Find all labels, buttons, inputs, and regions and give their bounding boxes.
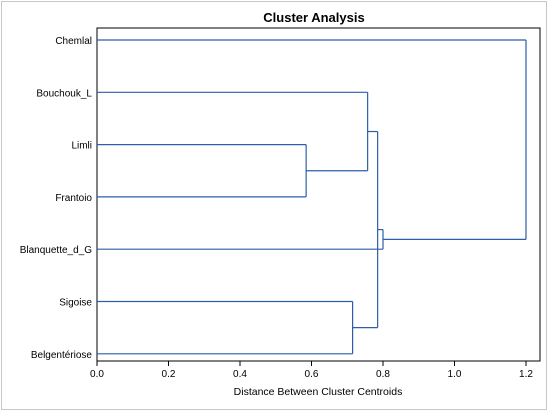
- dendrogram-links: [97, 39, 527, 355]
- x-tick-label: 0.4: [233, 369, 247, 380]
- leaf-label: Bouchouk_L: [36, 88, 92, 99]
- x-axis-label: Distance Between Cluster Centroids: [234, 386, 403, 398]
- x-axis: 0.0 0.2 0.4 0.6 0.8 1.0 1.2: [90, 361, 533, 380]
- leaf-label: Chemlal: [55, 36, 92, 47]
- x-tick-label: 0.8: [376, 369, 390, 380]
- x-tick-label: 1.2: [519, 369, 533, 380]
- leaf-labels: Chemlal Bouchouk_L Limli Frantoio Blanquette…: [20, 36, 93, 361]
- plot-area: [96, 27, 541, 362]
- x-tick-label: 0.6: [305, 369, 319, 380]
- leaf-label: Limli: [71, 141, 92, 152]
- chart-title: Cluster Analysis: [263, 10, 364, 25]
- leaf-label: Frantoio: [55, 193, 92, 204]
- plot-border: [96, 27, 541, 362]
- x-tick-label: 0.0: [90, 369, 104, 380]
- x-tick-label: 1.0: [448, 369, 462, 380]
- leaf-label: Blanquette_d_G: [20, 245, 93, 256]
- x-tick-label: 0.2: [162, 369, 176, 380]
- leaf-label: Sigoise: [59, 298, 92, 309]
- leaf-label: Belgentériose: [31, 350, 93, 361]
